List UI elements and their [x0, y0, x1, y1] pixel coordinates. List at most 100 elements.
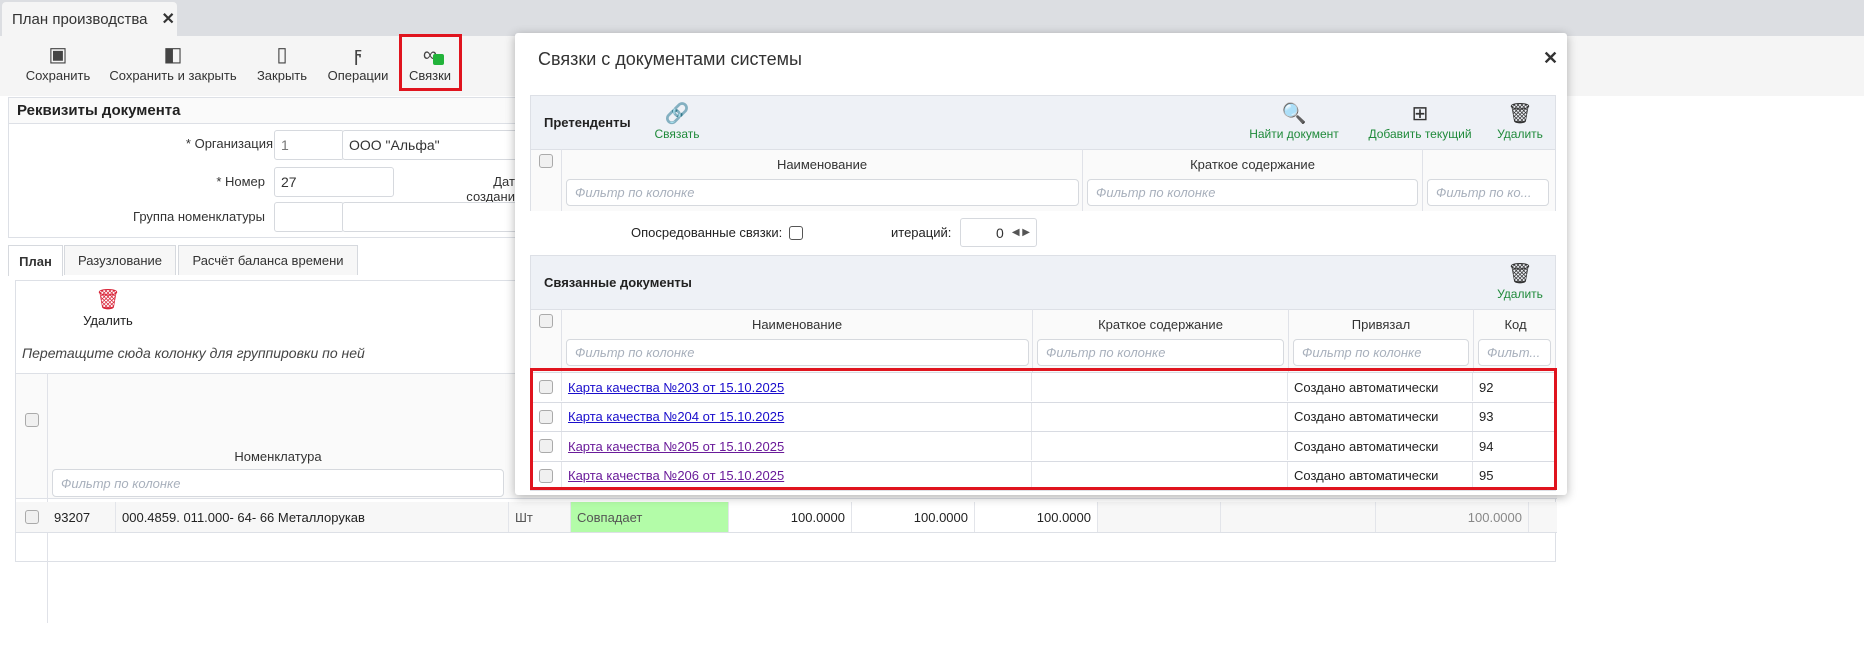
- cell-qty1: 100.0000: [729, 502, 852, 532]
- row-checkbox[interactable]: [539, 380, 553, 394]
- trash-icon: 🗑: [1507, 263, 1533, 285]
- links-label: Связки: [408, 68, 452, 83]
- table-row[interactable]: Карта качества №204 от 15.10.2025 Создан…: [531, 401, 1555, 431]
- delete-label: Удалить: [83, 313, 133, 328]
- org-label: * Организация: [185, 136, 273, 151]
- cell-linked-by: Создано автоматически: [1288, 402, 1473, 431]
- cell-summary: [1032, 461, 1288, 490]
- linked-title: Связанные документы: [544, 275, 692, 290]
- select-all-checkbox[interactable]: [25, 413, 39, 427]
- find-document-button[interactable]: 🔍 Найти документ: [1243, 101, 1345, 141]
- row-checkbox[interactable]: [539, 468, 553, 483]
- filter-code[interactable]: Фильт...: [1478, 339, 1551, 366]
- linked-documents-panel: Связанные документы 🗑 Удалить Наименовани…: [530, 255, 1556, 491]
- close-button[interactable]: ▯ Закрыть: [252, 42, 312, 83]
- add-current-button[interactable]: ⊞ Добавить текущий: [1361, 101, 1479, 141]
- cell-code: 95: [1479, 468, 1494, 483]
- save-label: Сохранить: [25, 68, 91, 83]
- tab-plan[interactable]: План: [8, 245, 63, 276]
- link-icon: 🔗: [664, 103, 690, 125]
- col-name[interactable]: Наименование: [776, 157, 868, 172]
- col-nomenclature[interactable]: Номенклатура: [234, 449, 322, 464]
- group-code-field[interactable]: [274, 202, 344, 232]
- close-door-icon: ▯: [276, 44, 288, 66]
- add-box-icon: ⊞: [1411, 103, 1429, 125]
- filter-summary[interactable]: Фильтр по колонке: [1087, 179, 1418, 206]
- cell-qty3: 100.0000: [975, 502, 1098, 532]
- table-row[interactable]: Карта качества №206 от 15.10.2025 Создан…: [531, 460, 1555, 490]
- org-name-field[interactable]: ООО "Альфа": [342, 130, 532, 160]
- cell-qty4: 100.0000: [1376, 502, 1529, 532]
- row-checkbox[interactable]: [539, 409, 553, 424]
- table-row[interactable]: Карта качества №205 от 15.10.2025 Создан…: [531, 431, 1555, 461]
- cell-unit: Шт: [509, 502, 571, 532]
- number-field[interactable]: 27: [274, 167, 394, 197]
- tab-production-plan[interactable]: План производства ✕: [2, 2, 177, 36]
- cell-linked-by: Создано автоматически: [1288, 432, 1473, 460]
- col-linked-by[interactable]: Привязал: [1351, 317, 1411, 332]
- cell-summary: [1032, 402, 1288, 431]
- document-link[interactable]: Карта качества №203 от 15.10.2025: [568, 379, 785, 395]
- save-close-label: Сохранить и закрыть: [109, 68, 237, 83]
- delete-linked-button[interactable]: 🗑 Удалить: [1491, 261, 1549, 301]
- filter-linked-by[interactable]: Фильтр по колонке: [1293, 339, 1469, 366]
- iterations-label: итераций:: [891, 225, 952, 240]
- cell-summary: [1032, 373, 1288, 401]
- save-and-close-button[interactable]: ◧ Сохранить и закрыть: [106, 42, 240, 83]
- document-link[interactable]: Карта качества №206 от 15.10.2025: [568, 468, 785, 483]
- col-name[interactable]: Наименование: [751, 317, 843, 332]
- tab-time-balance[interactable]: Расчёт баланса времени: [178, 245, 358, 275]
- cell-status: Совпадает: [571, 502, 729, 532]
- trash-icon: 🗑: [95, 289, 121, 311]
- group-hint: Перетащите сюда колонку для группировки …: [22, 345, 365, 361]
- group-name-field[interactable]: [342, 202, 532, 232]
- save-button[interactable]: ▣ Сохранить: [22, 42, 94, 83]
- close-dialog-icon[interactable]: ✕: [1543, 48, 1559, 68]
- linked-select-all[interactable]: [539, 314, 553, 328]
- document-link[interactable]: Карта качества №204 от 15.10.2025: [568, 409, 785, 424]
- cell-code: 93: [1479, 409, 1494, 424]
- number-label: * Номер: [216, 174, 265, 189]
- cell-summary: [1032, 432, 1288, 460]
- cell-empty1: [1098, 502, 1221, 532]
- delete-label: Удалить: [1497, 287, 1543, 301]
- close-tab-icon[interactable]: ✕: [161, 11, 175, 28]
- filter-name[interactable]: Фильтр по колонке: [566, 339, 1029, 366]
- row-checkbox[interactable]: [539, 439, 553, 453]
- candidates-select-all[interactable]: [539, 154, 553, 168]
- delete-row-button[interactable]: 🗑 Удалить: [76, 287, 140, 328]
- group-label: Группа номенклатуры: [133, 209, 265, 224]
- filter-name[interactable]: Фильтр по колонке: [566, 179, 1079, 206]
- table-row[interactable]: 93207 000.4859. 011.000- 64- 66 Металлор…: [16, 502, 1557, 533]
- operations-button[interactable]: ϝ Операции: [324, 42, 392, 83]
- iterations-stepper[interactable]: 0 ◀ ▶: [960, 218, 1037, 247]
- dialog-title: Связки с документами системы: [538, 49, 802, 69]
- cell-linked-by: Создано автоматически: [1288, 461, 1473, 490]
- tab-explosion[interactable]: Разузлование: [64, 245, 176, 275]
- table-row[interactable]: Карта качества №203 от 15.10.2025 Создан…: [531, 372, 1555, 402]
- indirect-links-checkbox[interactable]: [789, 226, 803, 240]
- highlight-box: [530, 368, 1557, 490]
- links-button[interactable]: ∞ Связки: [405, 42, 455, 83]
- col-code[interactable]: Код: [1504, 317, 1527, 332]
- filter-summary[interactable]: Фильтр по колонке: [1037, 339, 1284, 366]
- candidates-title: Претенденты: [544, 115, 631, 130]
- cell-name: 000.4859. 011.000- 64- 66 Металлорукав: [116, 502, 509, 532]
- indirect-links-label: Опосредованные связки:: [631, 225, 783, 240]
- cell-empty2: [1221, 502, 1376, 532]
- candidates-panel: Претенденты 🔗 Связать 🔍 Найти документ ⊞ До…: [530, 95, 1556, 211]
- org-code-field[interactable]: 1: [274, 130, 344, 160]
- link-label: Связать: [654, 127, 700, 141]
- stepper-arrows-icon[interactable]: ◀ ▶: [1011, 227, 1030, 238]
- search-icon: 🔍: [1281, 103, 1307, 125]
- col-summary[interactable]: Краткое содержание: [1190, 157, 1315, 172]
- iterations-value: 0: [996, 224, 1004, 241]
- delete-candidate-button[interactable]: 🗑 Удалить: [1491, 101, 1549, 141]
- tab-title: План производства: [12, 10, 148, 28]
- col-summary[interactable]: Краткое содержание: [1098, 317, 1223, 332]
- row-checkbox[interactable]: [25, 510, 39, 524]
- filter-nomenclature[interactable]: Фильтр по колонке: [52, 469, 504, 497]
- document-link[interactable]: Карта качества №205 от 15.10.2025: [568, 438, 785, 454]
- filter-extra[interactable]: Фильтр по ко...: [1427, 179, 1549, 206]
- link-button[interactable]: 🔗 Связать: [649, 101, 705, 141]
